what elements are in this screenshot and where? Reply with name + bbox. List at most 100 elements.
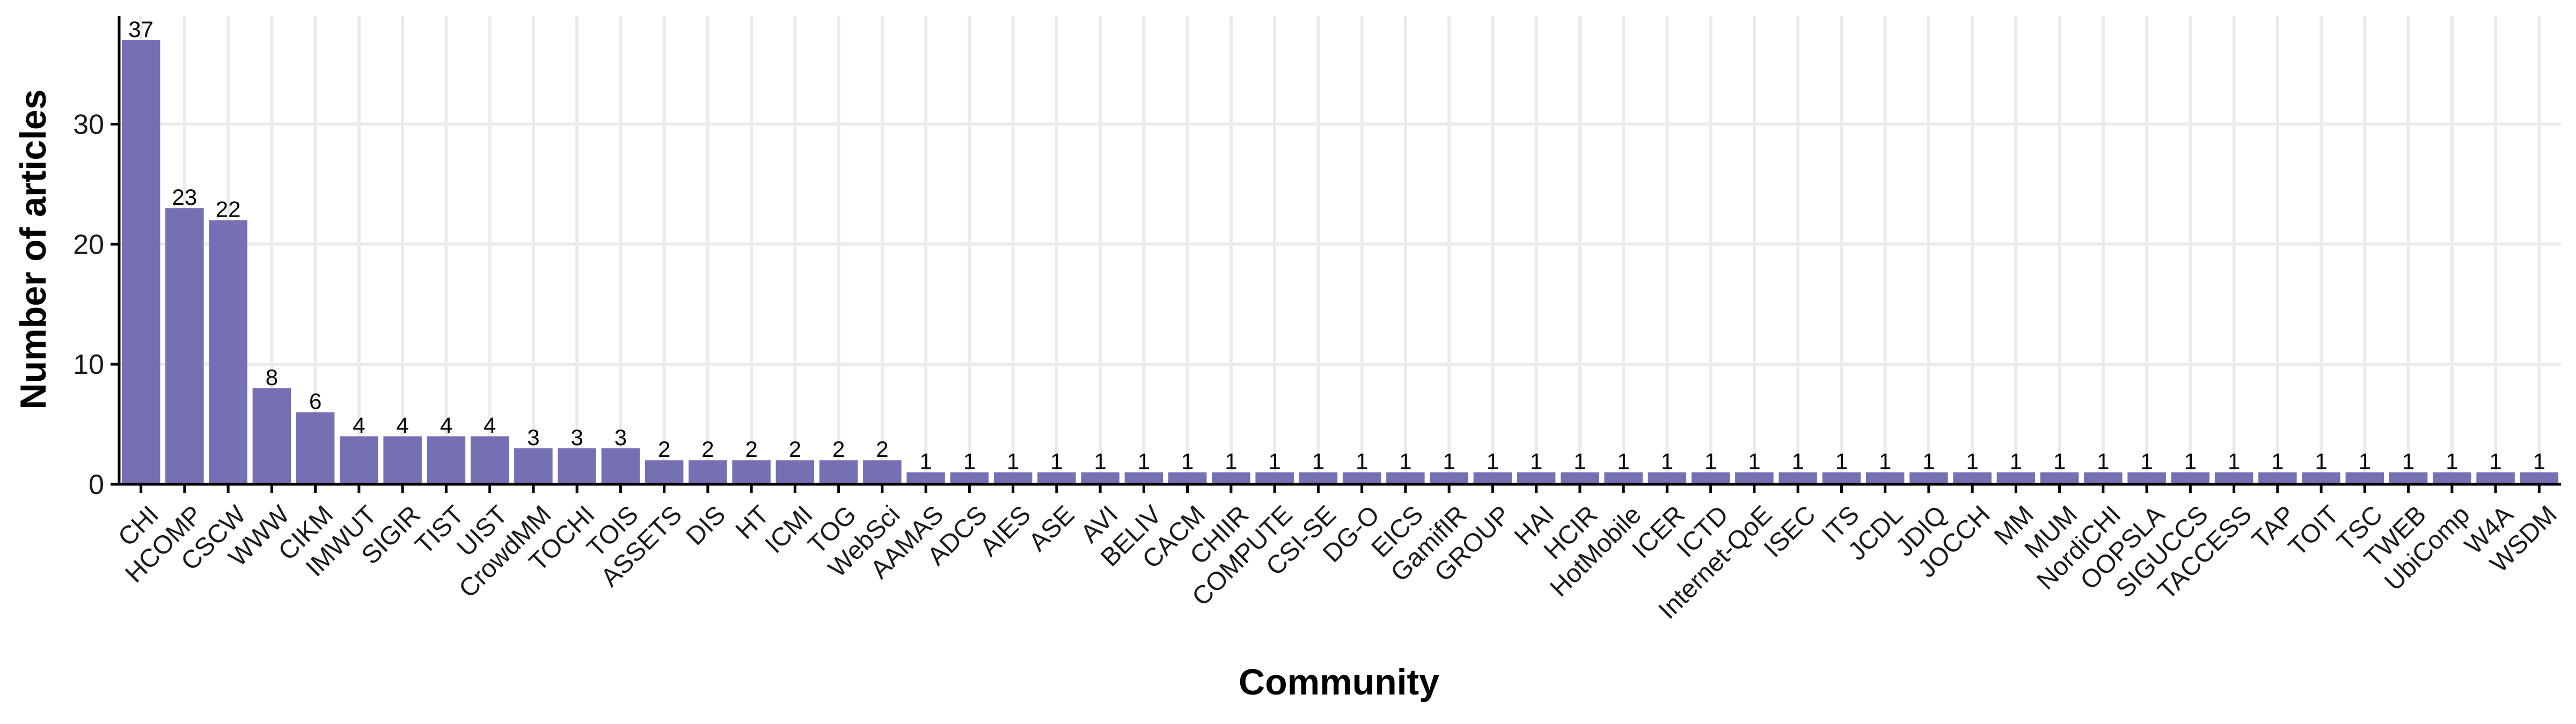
bar [165,208,204,485]
bar-value-label: 2 [658,437,670,462]
x-tick-label: DIS [680,500,731,551]
bar-value-label: 1 [963,449,976,474]
bar [1953,472,1992,484]
bar [1386,472,1425,484]
x-ticks: CHIHCOMPCSCWWWWCIKMIMWUTSIGIRTISTUISTCro… [113,484,2563,625]
bar [383,436,422,484]
bar-value-label: 1 [1704,449,1717,474]
y-tick-label: 20 [73,229,104,260]
bar [863,460,902,484]
bar [2520,472,2559,484]
bar-value-label: 1 [1748,449,1760,474]
bar-value-label: 1 [2402,449,2414,474]
bar-value-label: 3 [570,425,583,450]
bar [732,460,771,484]
bar-value-label: 1 [1050,449,1063,474]
bar-value-label: 1 [1312,449,1324,474]
bar [470,436,509,484]
bar [1735,472,1774,484]
bar [2258,472,2297,484]
bar [1299,472,1338,484]
bar [2389,472,2428,484]
bar [689,460,727,484]
bar-value-label: 1 [2315,449,2327,474]
bar-value-label: 23 [172,184,197,210]
bar [775,460,815,484]
bar [427,436,466,484]
bar [340,436,378,484]
bar [1779,472,1817,484]
bar-value-label: 1 [1574,449,1586,474]
bar-value-label: 37 [128,17,153,42]
bar-value-label: 2 [789,437,801,462]
x-tick-label: ICER [1627,500,1690,564]
bar-value-label: 1 [1225,449,1237,474]
bar-value-label: 1 [2097,449,2109,474]
bar-value-label: 1 [2010,449,2022,474]
bar [1561,472,1599,484]
bar-value-label: 1 [1268,449,1280,474]
bar [950,472,989,484]
bar-value-label: 1 [1879,449,1891,474]
x-tick-label: AIES [975,500,1036,562]
bar-value-label: 1 [1922,449,1935,474]
bar-value-label: 3 [614,425,627,450]
bar [1822,472,1861,484]
bar [1996,472,2036,484]
bar-value-label: 1 [2489,449,2501,474]
bar [993,472,1033,484]
bar [1604,472,1643,484]
y-tick-label: 30 [73,109,104,140]
bar [2040,472,2079,484]
bar [645,460,684,484]
bar-value-label: 1 [2184,449,2197,474]
bar [819,460,858,484]
bar [1691,472,1730,484]
bar-value-label: 2 [832,437,845,462]
bars [121,40,2559,485]
bar [2345,472,2384,484]
bar-value-label: 1 [919,449,932,474]
bar-value-label: 2 [745,437,757,462]
bar-value-label: 1 [1356,449,1368,474]
bar [209,220,247,484]
bar [558,448,596,484]
y-axis-title: Number of articles [13,89,54,409]
x-tick-label: ASE [1023,500,1080,557]
bar [121,40,160,485]
axes [118,16,2561,486]
bar [1168,472,1207,484]
bar-value-label: 1 [1138,449,1150,474]
bar-value-label: 1 [1007,449,1019,474]
bar-value-label: 1 [1791,449,1804,474]
bar-value-label: 1 [1530,449,1542,474]
bar-value-label: 2 [876,437,888,462]
bar-value-label: 1 [1487,449,1499,474]
bar [2171,472,2210,484]
bar-value-label: 2 [701,437,714,462]
bar [1124,472,1163,484]
bar-value-label: 6 [309,389,321,414]
bar [2302,472,2340,484]
bar [906,472,945,484]
bar [2433,472,2471,484]
bar [514,448,553,484]
bar [1430,472,1468,484]
bar-value-label: 1 [2053,449,2066,474]
bar [296,412,335,484]
bar-value-label: 4 [353,412,365,438]
bar-value-label: 1 [2446,449,2458,474]
y-ticks: 0 10 20 30 [73,109,119,500]
x-axis-title: Community [1239,662,1439,703]
bar-value-label: 4 [440,412,452,438]
y-tick-label: 10 [73,349,104,380]
bar-value-label: 1 [2271,449,2284,474]
bar [252,388,291,484]
bar-value-label: 1 [1835,449,1848,474]
bar [1081,472,1119,484]
bar [1037,472,1076,484]
bar-value-label: 1 [2533,449,2545,474]
bar-value-label: 22 [216,197,241,222]
